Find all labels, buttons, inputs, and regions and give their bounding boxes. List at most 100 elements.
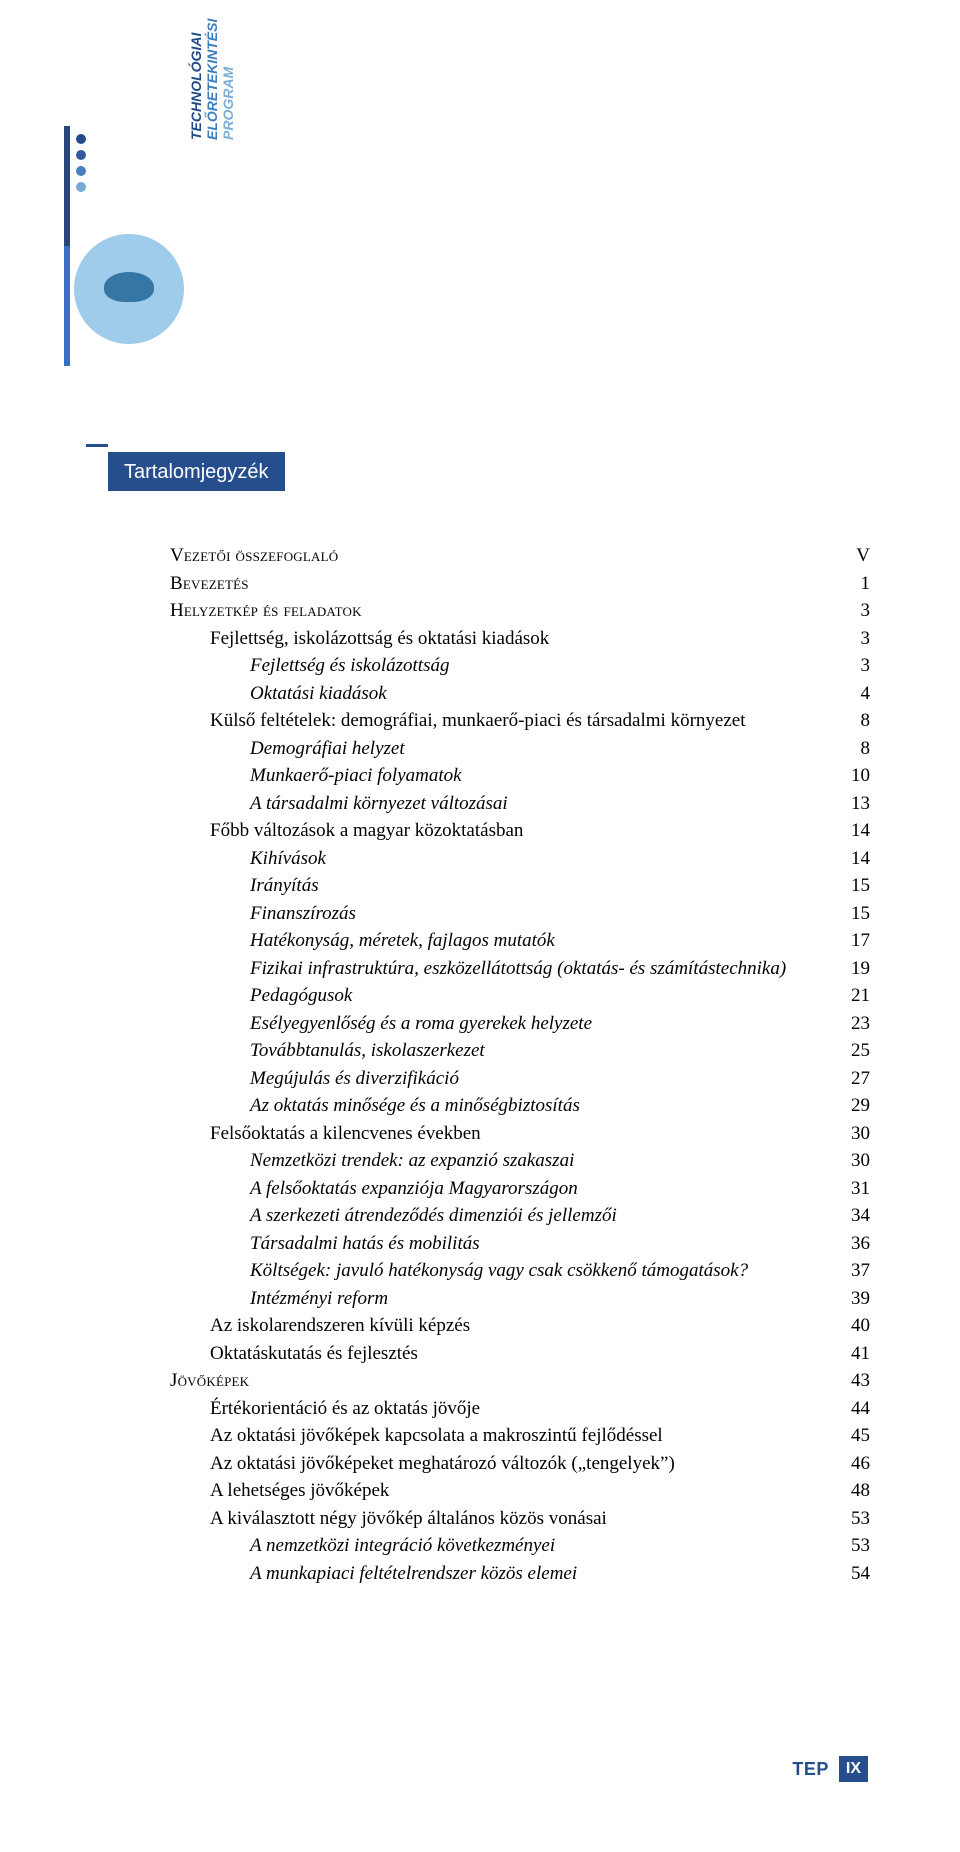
toc-entry-page: 21	[830, 982, 870, 1010]
toc-row: Bevezetés1	[170, 570, 870, 598]
toc-entry-page: 36	[830, 1230, 870, 1258]
toc-entry-label: A munkapiaci feltételrendszer közös elem…	[170, 1560, 577, 1588]
toc-entry-label: Továbbtanulás, iskolaszerkezet	[170, 1037, 485, 1065]
toc-entry-page: 14	[830, 845, 870, 873]
toc-row: Demográfiai helyzet 8	[170, 735, 870, 763]
tab-rule-under	[108, 491, 868, 492]
toc-entry-page: 17	[830, 927, 870, 955]
toc-entry-label: Kihívások	[170, 845, 326, 873]
toc-row: Külső feltételek: demográfiai, munkaerő-…	[170, 707, 870, 735]
footer-label: TEP	[792, 1759, 829, 1780]
logo-dot	[76, 134, 86, 144]
toc-row: Továbbtanulás, iskolaszerkezet 25	[170, 1037, 870, 1065]
toc-row: Költségek: javuló hatékonyság vagy csak …	[170, 1257, 870, 1285]
toc-row: A nemzetközi integráció következményei53	[170, 1532, 870, 1560]
tab-rule-left	[86, 444, 108, 447]
toc-entry-page: 3	[830, 597, 870, 625]
toc-row: Finanszírozás15	[170, 900, 870, 928]
toc-row: Vezetői összefoglalóV	[170, 542, 870, 570]
toc-entry-page: 27	[830, 1065, 870, 1093]
logo-line-2: ELŐRETEKINTÉSI	[204, 19, 220, 140]
logo-text-rotated: TECHNOLÓGIAI ELŐRETEKINTÉSI PROGRAM	[188, 19, 236, 140]
toc-entry-label: Felsőoktatás a kilencvenes években	[170, 1120, 481, 1148]
toc-entry-page: 8	[830, 735, 870, 763]
toc-row: A szerkezeti átrendeződés dimenziói és j…	[170, 1202, 870, 1230]
toc-row: Oktatáskutatás és fejlesztés41	[170, 1340, 870, 1368]
toc-entry-page: 43	[830, 1367, 870, 1395]
toc-entry-label: Demográfiai helyzet	[170, 735, 405, 763]
toc-entry-page: 13	[830, 790, 870, 818]
toc-row: Az iskolarendszeren kívüli képzés40	[170, 1312, 870, 1340]
toc-row: Munkaerő-piaci folyamatok10	[170, 762, 870, 790]
toc-entry-page: 37	[830, 1257, 870, 1285]
toc-row: Az oktatási jövőképeket meghatározó vált…	[170, 1450, 870, 1478]
toc-entry-page: 10	[830, 762, 870, 790]
toc-entry-label: Irányítás	[170, 872, 319, 900]
logo-dot	[76, 166, 86, 176]
toc-entry-label: Az oktatási jövőképek kapcsolata a makro…	[170, 1422, 663, 1450]
toc-row: Főbb változások a magyar közoktatásban14	[170, 817, 870, 845]
logo-dot	[76, 182, 86, 192]
toc-row: A felsőoktatás expanziója Magyarországon…	[170, 1175, 870, 1203]
section-tab-label: Tartalomjegyzék	[124, 461, 269, 483]
toc-row: Társadalmi hatás és mobilitás 36	[170, 1230, 870, 1258]
toc-row: Fejlettség és iskolázottság3	[170, 652, 870, 680]
toc-entry-page: 4	[830, 680, 870, 708]
toc-row: Intézményi reform39	[170, 1285, 870, 1313]
toc-entry-page: 14	[830, 817, 870, 845]
toc-entry-label: A kiválasztott négy jövőkép általános kö…	[170, 1505, 607, 1533]
logo-dot	[76, 150, 86, 160]
toc-entry-label: Fizikai infrastruktúra, eszközellátottsá…	[170, 955, 786, 983]
toc-entry-label: Pedagógusok	[170, 982, 352, 1010]
toc-entry-page: 15	[830, 900, 870, 928]
toc-entry-page: 15	[830, 872, 870, 900]
tep-logo: TECHNOLÓGIAI ELŐRETEKINTÉSI PROGRAM	[64, 126, 264, 386]
toc-entry-page: 45	[830, 1422, 870, 1450]
toc-entry-page: 19	[830, 955, 870, 983]
toc-entry-label: Esélyegyenlőség és a roma gyerekek helyz…	[170, 1010, 592, 1038]
toc-row: Fejlettség, iskolázottság és oktatási ki…	[170, 625, 870, 653]
logo-dots	[76, 134, 86, 198]
toc-entry-label: Megújulás és diverzifikáció	[170, 1065, 459, 1093]
toc-entry-page: 44	[830, 1395, 870, 1423]
toc-row: Kihívások 14	[170, 845, 870, 873]
toc-entry-page: 41	[830, 1340, 870, 1368]
toc-entry-label: A szerkezeti átrendeződés dimenziói és j…	[170, 1202, 617, 1230]
toc-entry-page: 40	[830, 1312, 870, 1340]
logo-line-3: PROGRAM	[220, 19, 236, 140]
toc-entry-page: 29	[830, 1092, 870, 1120]
toc-entry-label: Jövőképek	[170, 1367, 249, 1395]
toc-entry-label: A felsőoktatás expanziója Magyarországon	[170, 1175, 578, 1203]
toc-entry-label: Külső feltételek: demográfiai, munkaerő-…	[170, 707, 745, 735]
toc-entry-page: 3	[830, 625, 870, 653]
table-of-contents: Vezetői összefoglalóVBevezetés1Helyzetké…	[170, 542, 870, 1587]
page-footer: TEP IX	[792, 1756, 868, 1782]
toc-entry-page: 54	[830, 1560, 870, 1588]
toc-entry-label: Az oktatás minősége és a minőségbiztosít…	[170, 1092, 580, 1120]
toc-entry-label: Társadalmi hatás és mobilitás	[170, 1230, 480, 1258]
toc-row: Értékorientáció és az oktatás jövője44	[170, 1395, 870, 1423]
toc-row: Irányítás 15	[170, 872, 870, 900]
toc-entry-page: 25	[830, 1037, 870, 1065]
toc-entry-label: Költségek: javuló hatékonyság vagy csak …	[170, 1257, 748, 1285]
toc-row: Pedagógusok 21	[170, 982, 870, 1010]
toc-row: A társadalmi környezet változásai13	[170, 790, 870, 818]
toc-row: Az oktatás minősége és a minőségbiztosít…	[170, 1092, 870, 1120]
toc-entry-page: 53	[830, 1505, 870, 1533]
toc-row: A munkapiaci feltételrendszer közös elem…	[170, 1560, 870, 1588]
logo-vertical-bar	[64, 126, 70, 366]
section-tab-row: Tartalomjegyzék	[108, 448, 285, 492]
toc-row: Jövőképek 43	[170, 1367, 870, 1395]
toc-row: Oktatási kiadások4	[170, 680, 870, 708]
toc-entry-label: A lehetséges jövőképek	[170, 1477, 389, 1505]
toc-row: Esélyegyenlőség és a roma gyerekek helyz…	[170, 1010, 870, 1038]
toc-row: Nemzetközi trendek: az expanzió szakasza…	[170, 1147, 870, 1175]
toc-row: Helyzetkép és feladatok3	[170, 597, 870, 625]
toc-entry-page: 3	[830, 652, 870, 680]
logo-circle	[74, 234, 184, 344]
toc-entry-label: A nemzetközi integráció következményei	[170, 1532, 555, 1560]
toc-entry-page: 46	[830, 1450, 870, 1478]
toc-entry-label: Vezetői összefoglaló	[170, 542, 338, 570]
document-page: TECHNOLÓGIAI ELŐRETEKINTÉSI PROGRAM Tart…	[0, 0, 960, 1852]
logo-line-1: TECHNOLÓGIAI	[188, 19, 204, 140]
